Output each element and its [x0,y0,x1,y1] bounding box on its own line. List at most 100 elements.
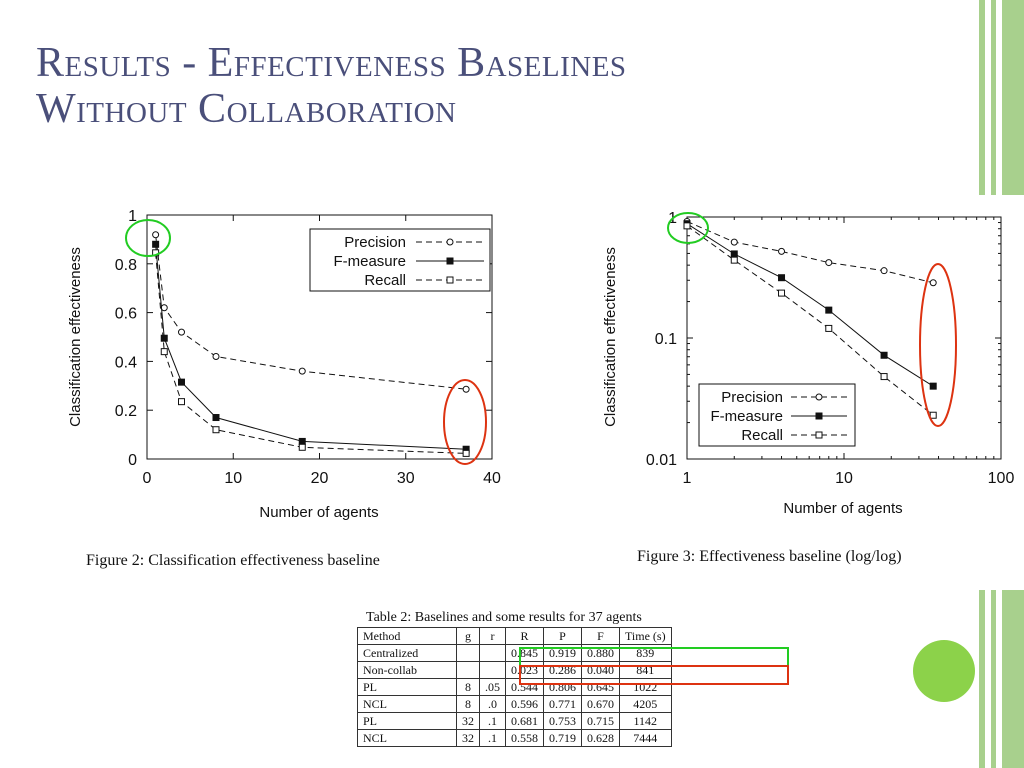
table-cell: 0.753 [543,712,582,730]
legend: Precision F-measure Recall [309,228,491,292]
recall-point [825,324,833,332]
figure3-caption: Figure 3: Effectiveness baseline (log/lo… [637,548,902,565]
table-header-cell: Time (s) [619,627,672,645]
recall-point [778,289,786,297]
results-table: Method g r R P F Time (s) Centralized 0.845 0.91… [357,627,672,747]
recall-point [683,222,691,230]
table-header-cell: R [505,627,544,645]
recall-point [730,256,738,264]
table-cell: 8 [456,678,480,696]
x-tick-label: 20 [311,470,329,487]
recall-point [212,426,220,434]
f-measure-point [778,274,786,282]
y-tick-label: 0.2 [115,403,137,420]
precision-point [212,353,220,361]
y-axis-label: Classification effectiveness [67,247,84,427]
f-measure-line [155,244,467,450]
table-row: NCL 8.0 0.596 0.771 0.670 4205 [357,695,672,713]
right-bottom-green-bar-2 [991,590,996,768]
green-highlight-ellipse [667,212,709,244]
table-cell: 0.771 [543,695,582,713]
table-cell: 4205 [619,695,672,713]
precision-point [462,385,470,393]
recall-legend-label: Recall [741,427,783,444]
f-measure-point [462,445,470,453]
recall-legend-marker [815,431,823,439]
series-group [683,217,937,419]
precision-point [178,328,185,336]
x-tick-label: 100 [988,470,1015,487]
table-cell: NCL [357,729,457,747]
green-highlight-ellipse [125,219,171,257]
f-measure-point [929,382,937,390]
table-cell: 8 [456,695,480,713]
y-tick-label: 0 [128,452,137,469]
axis-ticks [146,214,493,460]
table-cell: PL [357,678,457,696]
f-measure-legend-marker [446,257,454,265]
table-cell: Centralized [357,644,457,662]
precision-point [730,238,738,246]
table-cell [456,661,480,679]
f-measure-legend-label: F-measure [710,408,783,425]
figure2-caption: Figure 2: Classification effectiveness b… [86,552,380,569]
table-row: NCL 32.1 0.558 0.719 0.628 7444 [357,729,672,747]
precision-legend-marker [815,393,823,401]
x-axis-label: Number of agents [259,504,378,521]
precision-point [825,259,833,267]
precision-point [880,267,888,275]
table-cell: .0 [479,695,506,713]
table-cell: 0.670 [581,695,620,713]
precision-line [155,234,467,390]
table-header-cell: r [479,627,506,645]
table-header-cell: F [581,627,620,645]
recall-legend-marker [446,276,454,284]
green-circle-icon [913,640,975,702]
y-tick-label: 0.8 [115,257,137,274]
tick-labels: 0 10 20 30 40 0 0.2 0.4 0.6 0.8 1 [115,208,501,487]
x-tick-label: 10 [835,470,853,487]
table-cell: Non-collab [357,661,457,679]
recall-line [155,252,467,454]
y-tick-label: 0.1 [655,331,677,348]
right-top-green-bar-2 [991,0,996,195]
legend-box [309,228,491,292]
x-tick-label: 30 [397,470,415,487]
recall-point [160,348,168,356]
right-bottom-green-bar-3 [1002,590,1024,768]
x-tick-label: 40 [483,470,501,487]
table-header-cell: g [456,627,480,645]
recall-point [880,373,888,381]
recall-point [298,443,306,451]
x-tick-label: 10 [224,470,242,487]
table-cell: 0.558 [505,729,544,747]
precision-legend-marker [446,238,454,246]
y-tick-label: 0.6 [115,306,137,323]
y-tick-label: 1 [128,208,137,225]
f-measure-point [880,351,888,359]
f-measure-point [212,414,220,422]
f-measure-point [825,306,833,314]
recall-legend-label: Recall [364,272,406,289]
right-top-green-bar-3 [1002,0,1024,195]
y-axis-label: Classification effectiveness [602,247,619,427]
red-highlight-ellipse [443,379,487,465]
table-cell: .05 [479,678,506,696]
recall-point [178,398,185,406]
title-line-1: Results - Effectiveness Baselines [36,40,627,86]
table-cell: 0.715 [581,712,620,730]
precision-legend-label: Precision [344,234,406,251]
table-header-row: Method g r R P F Time (s) [357,627,672,645]
table-cell [456,644,480,662]
table-cell: 0.719 [543,729,582,747]
red-row-highlight [519,665,789,685]
figure2-chart: 0 10 20 30 40 0 0.2 0.4 0.6 0.8 1 Number of agents… [67,208,501,521]
legend: Precision F-measure Recall [698,383,856,447]
table-cell: 32 [456,729,480,747]
f-measure-point [152,240,160,248]
table-cell [479,644,506,662]
table-row: PL 32.1 0.681 0.753 0.715 1142 [357,712,672,730]
y-tick-label: 0.01 [646,452,677,469]
table-cell: .1 [479,729,506,747]
